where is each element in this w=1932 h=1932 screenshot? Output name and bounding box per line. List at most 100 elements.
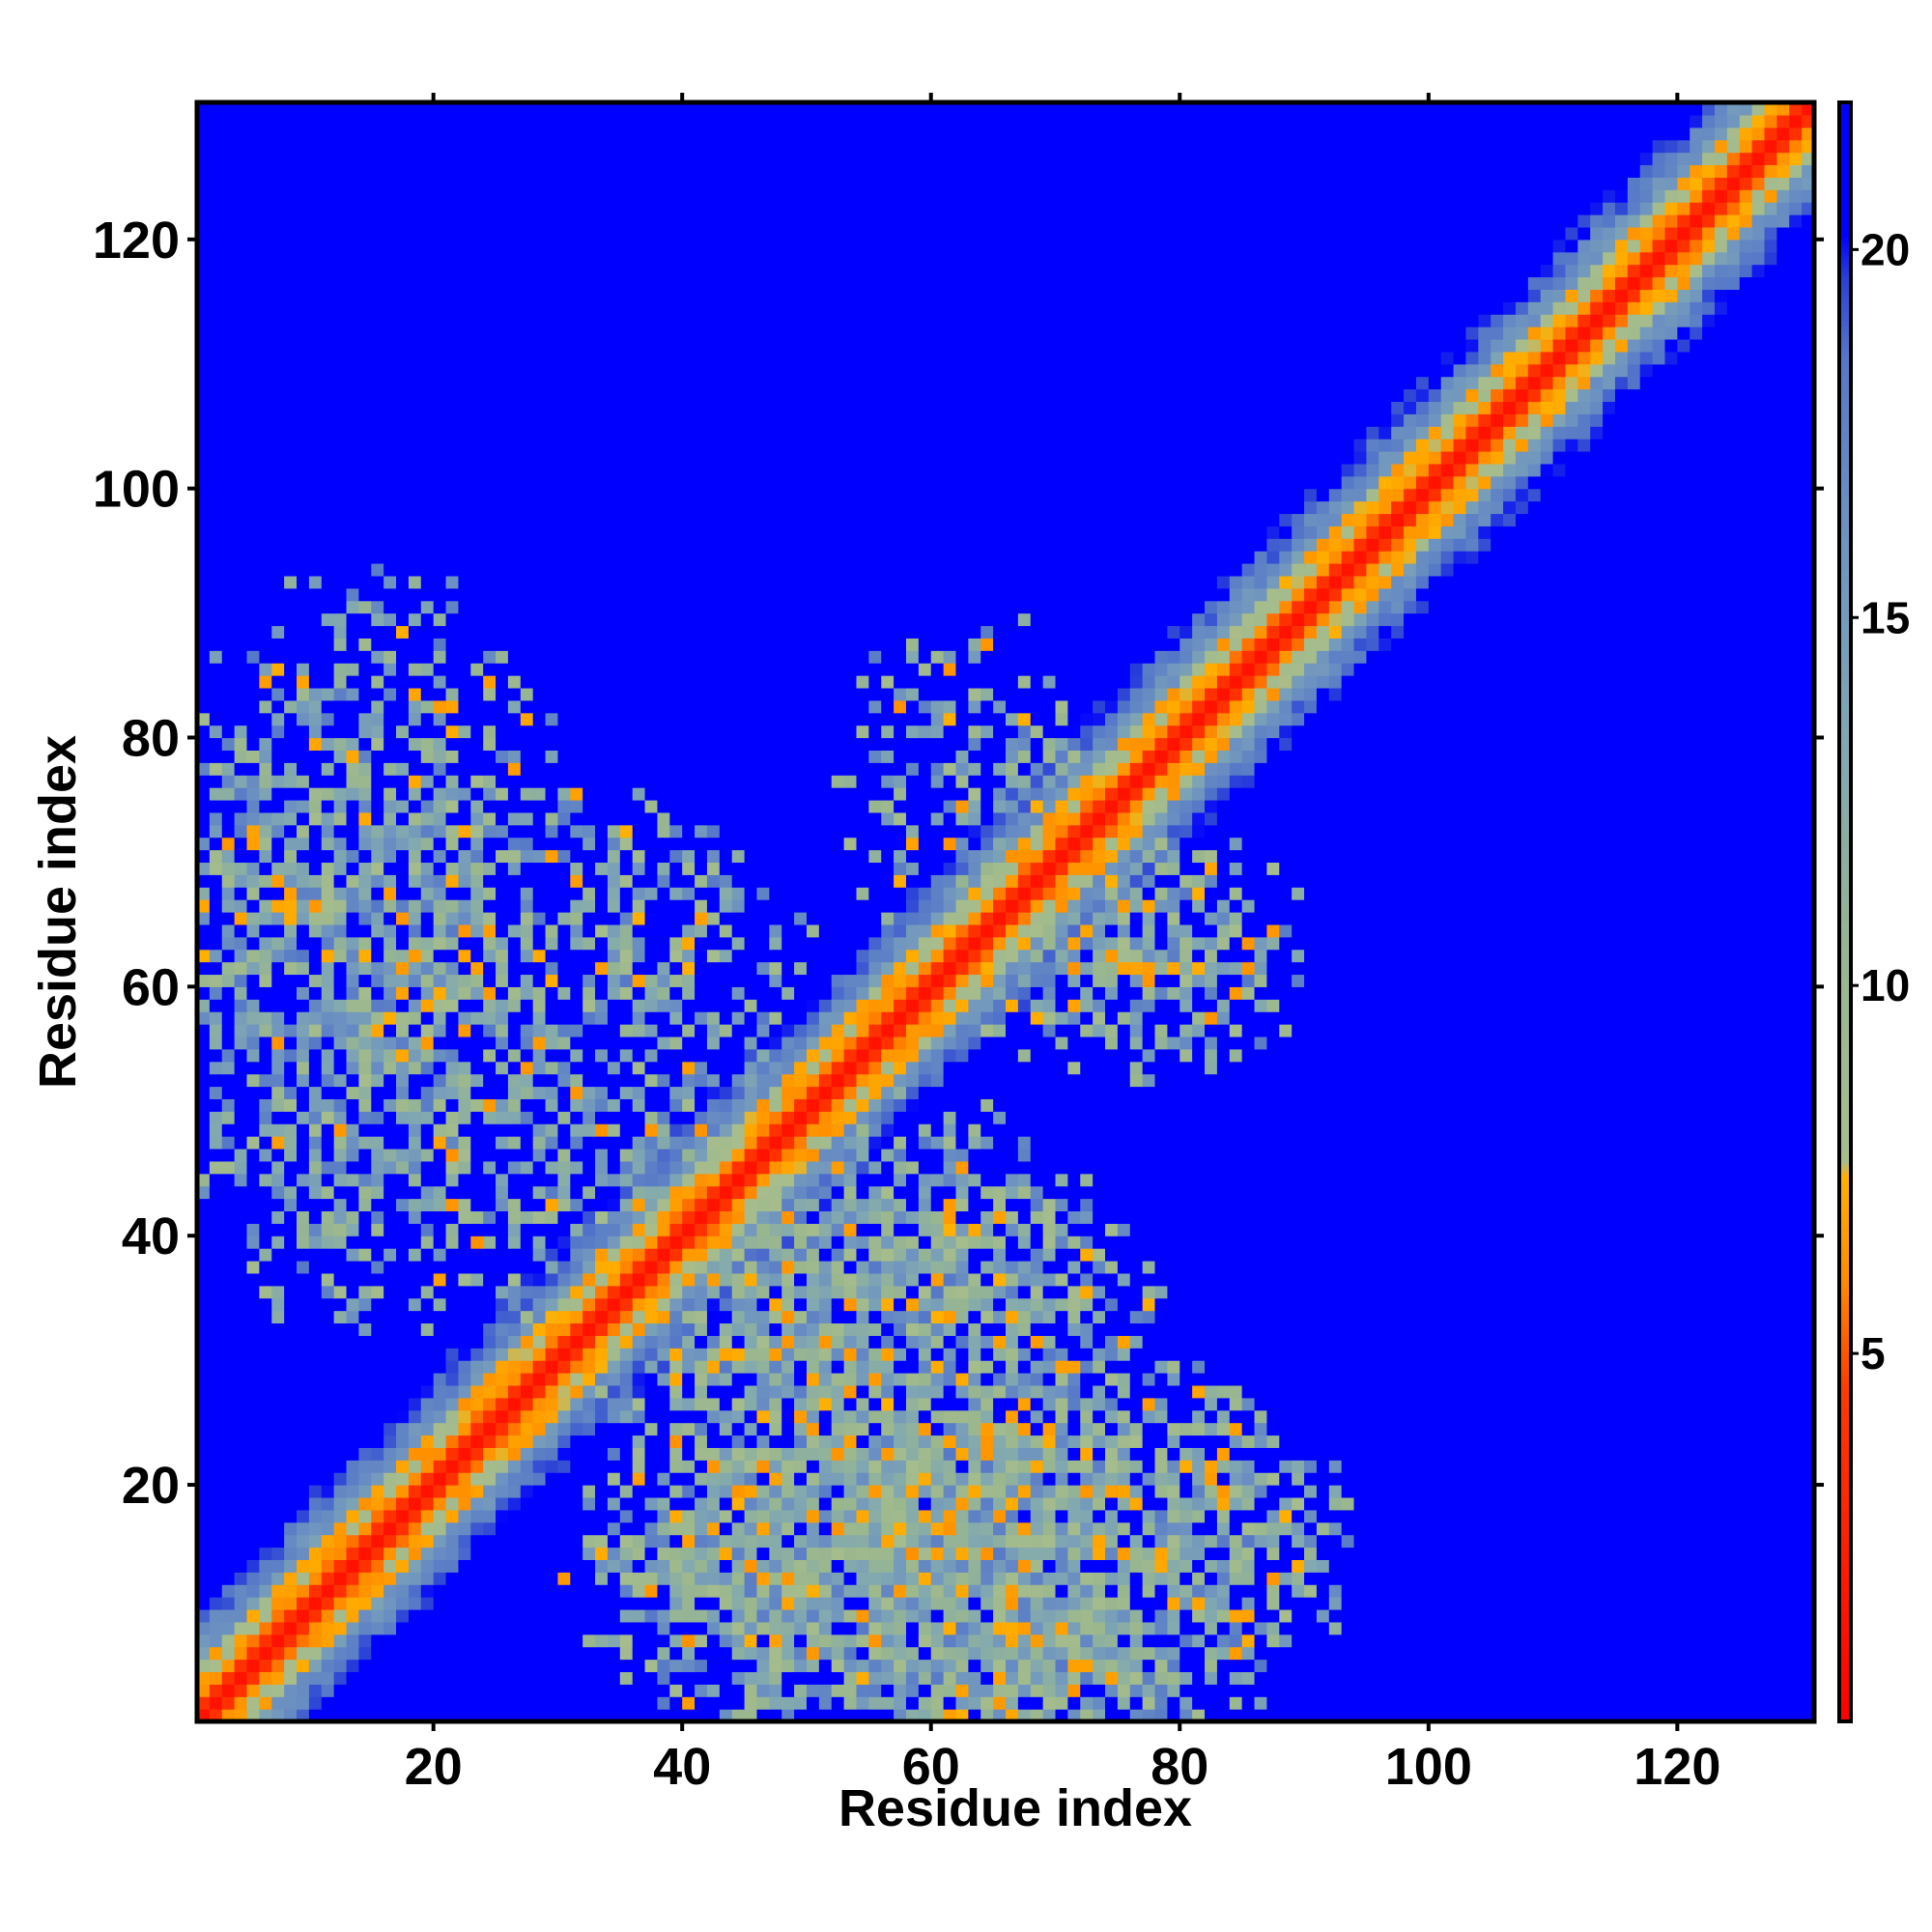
- heatmap-cell: [1017, 1310, 1032, 1324]
- heatmap-cell: [1603, 1322, 1616, 1336]
- heatmap-cell: [532, 1447, 547, 1461]
- heatmap-cell: [1216, 1435, 1231, 1448]
- heatmap-cell: [1316, 1547, 1330, 1560]
- heatmap-cell: [384, 1659, 397, 1673]
- heatmap-cell: [831, 1509, 845, 1523]
- heatmap-cell: [197, 1634, 211, 1648]
- heatmap-cell: [384, 1485, 397, 1498]
- heatmap-cell: [1415, 1472, 1430, 1486]
- heatmap-cell: [657, 1597, 670, 1610]
- heatmap-cell: [520, 1472, 534, 1486]
- heatmap-cell: [1590, 1584, 1604, 1598]
- heatmap-cell: [259, 1297, 272, 1312]
- heatmap-cell: [682, 1547, 696, 1560]
- heatmap-cell: [980, 1447, 994, 1461]
- heatmap-cell: [881, 1621, 895, 1635]
- heatmap-cell: [894, 1584, 907, 1598]
- heatmap-cell: [234, 1496, 248, 1511]
- heatmap-cell: [1664, 1696, 1678, 1710]
- heatmap-cell: [1789, 1335, 1803, 1349]
- heatmap-cell: [1241, 1360, 1256, 1374]
- heatmap-cell: [458, 1547, 471, 1560]
- heatmap-cell: [1515, 1584, 1529, 1598]
- heatmap-cell: [1515, 1646, 1529, 1661]
- heatmap-cell: [1652, 1285, 1666, 1299]
- heatmap-cell: [1639, 1397, 1654, 1411]
- heatmap-cell: [1179, 1435, 1193, 1448]
- heatmap-cell: [1664, 1646, 1678, 1661]
- heatmap-cell: [1776, 1373, 1790, 1386]
- heatmap-cell: [632, 1584, 646, 1598]
- heatmap-cell: [1105, 1360, 1119, 1374]
- heatmap-cell: [1366, 1608, 1379, 1623]
- heatmap-cell: [1415, 1572, 1430, 1585]
- heatmap-cell: [781, 1297, 795, 1312]
- heatmap-cell: [1241, 1547, 1256, 1560]
- heatmap-cell: [1055, 1272, 1068, 1287]
- heatmap-cell: [1266, 1335, 1280, 1349]
- heatmap-cell: [1404, 1547, 1417, 1560]
- heatmap-cell: [719, 1696, 733, 1710]
- heatmap-cell: [930, 1496, 945, 1511]
- heatmap-cell: [1764, 1422, 1777, 1436]
- heatmap-cell: [695, 1621, 708, 1635]
- heatmap-cell: [1415, 1335, 1430, 1349]
- heatmap-cell: [1789, 1310, 1803, 1324]
- heatmap-cell: [719, 1460, 733, 1473]
- heatmap-cell: [943, 1547, 957, 1560]
- heatmap-cell: [1391, 1447, 1405, 1461]
- heatmap-cell: [918, 1348, 932, 1361]
- heatmap-cell: [1205, 1671, 1218, 1685]
- heatmap-cell: [980, 1422, 994, 1436]
- heatmap-cell: [1353, 1248, 1368, 1262]
- heatmap-cell: [1142, 1608, 1156, 1623]
- heatmap-cell: [520, 1646, 534, 1661]
- heatmap-cell: [695, 1373, 708, 1386]
- heatmap-cell: [806, 1534, 820, 1548]
- heatmap-cell: [1404, 1534, 1417, 1548]
- heatmap-cell: [1391, 1472, 1405, 1486]
- heatmap-cell: [1167, 1360, 1180, 1374]
- heatmap-cell: [1006, 1509, 1019, 1523]
- heatmap-cell: [1142, 1297, 1156, 1312]
- heatmap-cell: [632, 1373, 646, 1386]
- heatmap-cell: [1764, 1485, 1777, 1498]
- heatmap-cell: [894, 1348, 907, 1361]
- heatmap-cell: [980, 1659, 994, 1673]
- heatmap-cell: [993, 1360, 1007, 1374]
- heatmap-cell: [271, 1260, 285, 1274]
- heatmap-cell: [968, 1709, 981, 1722]
- heatmap-cell: [1154, 1696, 1168, 1710]
- heatmap-cell: [905, 1696, 920, 1710]
- heatmap-cell: [1478, 1435, 1492, 1448]
- heatmap-cell: [930, 1373, 945, 1386]
- heatmap-cell: [595, 1297, 609, 1312]
- heatmap-cell: [209, 1272, 223, 1287]
- heatmap-cell: [1552, 1521, 1567, 1536]
- heatmap-cell: [619, 1509, 634, 1523]
- heatmap-cell: [1192, 1597, 1206, 1610]
- heatmap-cell: [470, 1435, 484, 1448]
- heatmap-cell: [1590, 1671, 1604, 1685]
- heatmap-cell: [1006, 1584, 1019, 1598]
- heatmap-cell: [1739, 1534, 1753, 1548]
- heatmap-cell: [1216, 1335, 1231, 1349]
- heatmap-cell: [1764, 1597, 1777, 1610]
- heatmap-cell: [695, 1559, 708, 1573]
- heatmap-cell: [1105, 1397, 1119, 1411]
- heatmap-cell: [993, 1310, 1007, 1324]
- heatmap-cell: [1428, 1384, 1442, 1399]
- heatmap-cell: [371, 1634, 384, 1648]
- heatmap-cell: [1292, 1496, 1305, 1511]
- heatmap-cell: [545, 1696, 559, 1710]
- heatmap-cell: [1478, 1584, 1492, 1598]
- heatmap-cell: [818, 1634, 833, 1648]
- heatmap-cell: [1465, 1671, 1479, 1685]
- heatmap-cell: [1614, 1608, 1629, 1623]
- heatmap-cell: [545, 1572, 559, 1585]
- heatmap-cell: [396, 1322, 410, 1336]
- heatmap-cell: [1353, 1696, 1368, 1710]
- heatmap-cell: [1428, 1534, 1442, 1548]
- heatmap-cell: [657, 1684, 670, 1697]
- heatmap-cell: [619, 1496, 634, 1511]
